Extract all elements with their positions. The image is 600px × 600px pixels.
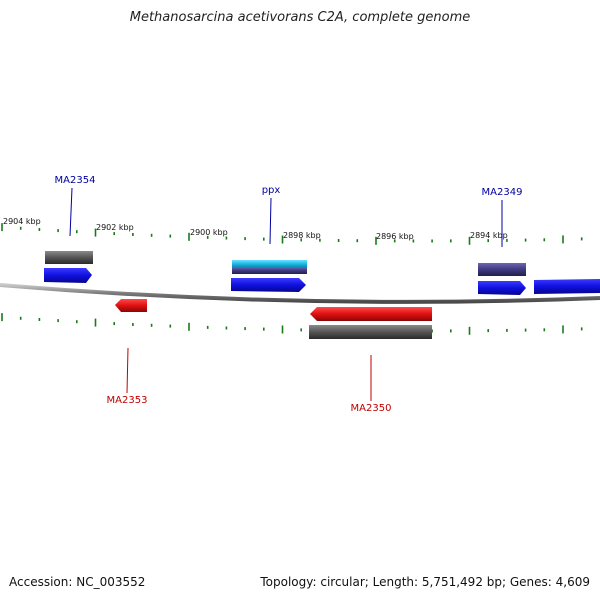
genome-backbone [0, 283, 600, 304]
cds-forward-arrow[interactable] [478, 281, 526, 295]
gene-ma2349-box[interactable] [478, 263, 526, 276]
scale-ticks-lower [1, 313, 583, 335]
scale-label-2902: 2902 kbp [96, 223, 134, 232]
gene-label-ma2354[interactable]: MA2354 [55, 175, 96, 186]
gene-ma2354-box[interactable] [45, 251, 93, 264]
scale-label-2894: 2894 kbp [470, 231, 508, 240]
gene-label-ma2349[interactable]: MA2349 [482, 187, 523, 198]
gene-ppx-box[interactable] [232, 260, 307, 268]
gene-label-ma2353[interactable]: MA2353 [107, 395, 148, 406]
scale-label-2896: 2896 kbp [376, 232, 414, 241]
cds-reverse-arrow[interactable] [115, 299, 147, 312]
cds-forward-arrow[interactable] [534, 279, 600, 294]
gene-ma2350-box[interactable] [309, 325, 432, 339]
scale-label-2900: 2900 kbp [190, 228, 228, 237]
topology-summary-text: Topology: circular; Length: 5,751,492 bp… [260, 575, 590, 589]
gene-label-ma2350[interactable]: MA2350 [351, 403, 392, 414]
cds-forward-arrow[interactable] [231, 278, 306, 292]
gene-ppx-shadow [232, 267, 307, 274]
label-line-ma2353 [126, 347, 129, 394]
scale-label-2898: 2898 kbp [283, 231, 321, 240]
label-line-ma2354 [69, 187, 73, 237]
cds-reverse-arrow[interactable] [310, 307, 432, 321]
genome-title: Methanosarcina acetivorans C2A, complete… [129, 10, 471, 25]
label-line-ppx [269, 197, 272, 245]
scale-ticks-upper [1, 223, 583, 245]
gene-label-ppx[interactable]: ppx [262, 185, 281, 196]
accession-text: Accession: NC_003552 [9, 575, 146, 589]
cds-forward-arrow[interactable] [44, 268, 92, 283]
scale-label-2904: 2904 kbp [3, 217, 41, 226]
